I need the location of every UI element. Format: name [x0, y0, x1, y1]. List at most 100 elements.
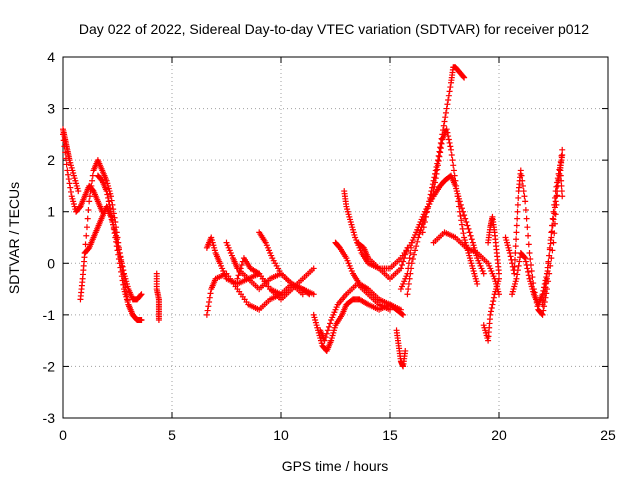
data-point — [236, 268, 243, 275]
plot-frame — [62, 56, 609, 419]
data-point — [514, 215, 521, 222]
data-point — [437, 149, 444, 156]
data-point — [67, 188, 74, 195]
data-point — [506, 249, 513, 256]
data-point — [512, 249, 519, 256]
data-point — [105, 194, 112, 201]
data-point — [542, 284, 549, 291]
data-point — [397, 265, 404, 272]
data-point — [439, 131, 446, 138]
data-point — [456, 203, 463, 210]
data-point — [522, 206, 529, 213]
data-point — [89, 172, 96, 179]
data-point — [107, 208, 114, 215]
data-point — [110, 221, 117, 228]
data-point — [436, 148, 443, 155]
data-point — [400, 311, 407, 318]
data-point — [549, 228, 556, 235]
data-point — [507, 253, 514, 260]
data-point — [541, 288, 548, 295]
data-point — [513, 229, 520, 236]
data-point — [525, 268, 532, 275]
data-point — [83, 224, 90, 231]
data-point — [441, 118, 448, 125]
y-tick-label: 2 — [47, 152, 55, 168]
data-point — [387, 306, 393, 313]
chart-title: Day 022 of 2022, Sidereal Day-to-day VTE… — [79, 21, 589, 37]
data-point — [110, 225, 117, 232]
series-arc-26 — [539, 162, 566, 308]
data-point — [407, 249, 414, 256]
data-point — [520, 188, 527, 195]
data-point — [448, 146, 455, 153]
data-point — [427, 191, 434, 198]
data-point — [457, 213, 464, 220]
data-point — [513, 275, 520, 282]
data-point — [525, 232, 532, 239]
data-point — [438, 140, 445, 147]
data-point — [515, 194, 522, 201]
data-point — [442, 109, 449, 116]
data-point — [398, 262, 405, 269]
data-point — [420, 224, 427, 231]
y-tick-label: 0 — [47, 255, 55, 271]
data-point — [108, 197, 115, 204]
data-point — [559, 146, 566, 153]
data-point — [524, 265, 531, 272]
data-point — [540, 297, 547, 304]
data-point — [426, 194, 433, 201]
y-axis-label: SDTVAR / TECUs — [6, 182, 22, 294]
data-point — [519, 182, 526, 189]
data-point — [526, 249, 533, 256]
data-point — [113, 243, 120, 250]
data-point — [521, 193, 528, 200]
axis-ticks: 0 5 10 15 20 25 -3 -2 -1 0 1 2 3 4 — [43, 49, 616, 443]
data-point — [539, 301, 546, 308]
data-point — [310, 265, 317, 272]
data-point — [550, 216, 557, 223]
data-point — [120, 281, 127, 288]
data-point — [548, 229, 555, 236]
x-axis-label: GPS time / hours — [282, 458, 389, 474]
data-point — [558, 177, 565, 184]
data-point — [496, 275, 502, 282]
data-point — [522, 258, 529, 265]
data-point — [515, 262, 522, 269]
data-point — [540, 307, 547, 314]
series-arc-21 — [430, 229, 502, 298]
data-point — [463, 219, 470, 226]
series-arc-14 — [332, 239, 407, 318]
data-point — [551, 201, 558, 208]
data-point — [460, 230, 467, 237]
data-point — [117, 264, 124, 271]
data-point — [115, 255, 122, 262]
data-point — [408, 265, 415, 272]
data-point — [511, 256, 518, 263]
data-point — [405, 280, 412, 287]
data-point — [546, 252, 553, 259]
data-point — [552, 188, 559, 195]
data-point — [445, 92, 452, 99]
series-arc-11 — [256, 229, 306, 298]
data-point — [453, 182, 460, 189]
y-tick-label: 3 — [47, 101, 55, 117]
data-point — [115, 251, 122, 258]
data-point — [413, 243, 420, 250]
data-point — [85, 206, 92, 213]
data-point — [412, 247, 419, 254]
data-point — [514, 208, 521, 215]
series-arc-13 — [317, 280, 393, 344]
data-point — [408, 260, 415, 267]
data-point — [82, 241, 89, 248]
y-tick-label: -3 — [43, 410, 56, 426]
data-point — [118, 268, 125, 275]
data-point — [445, 133, 452, 140]
data-point — [458, 221, 465, 228]
data-point — [487, 311, 494, 318]
data-point — [434, 157, 441, 164]
series-arc-5 — [94, 172, 145, 324]
data-point — [437, 139, 444, 146]
data-point — [437, 144, 444, 151]
data-point — [525, 272, 532, 279]
